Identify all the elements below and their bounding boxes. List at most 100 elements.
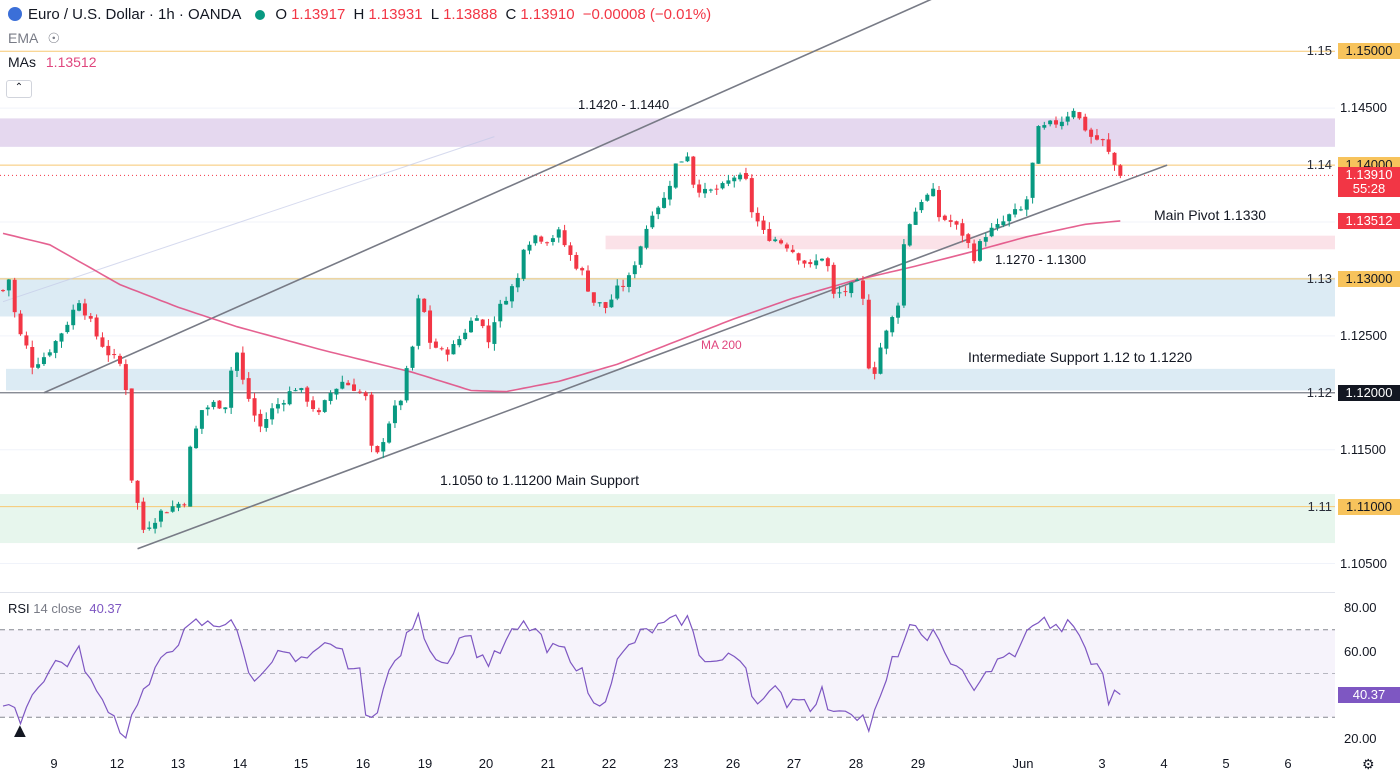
candle-body [860,280,865,299]
candle-body [199,410,204,429]
candle-body [515,277,520,288]
candle-body [749,178,754,213]
candle-body [650,215,655,228]
candle-body [205,407,210,410]
candle-body [217,400,222,409]
candle-body [328,392,333,401]
candle-body [738,174,743,180]
eye-hidden-icon[interactable]: ☉ [47,30,61,46]
candle-body [135,480,140,503]
candle-body [720,183,725,189]
candle-body [416,298,421,346]
rsi-legend[interactable]: RSI 14 close 40.37 [8,601,122,616]
rsi-line [2,611,1121,739]
candle-body [12,279,17,313]
ma-200: MA 200 [2,220,1121,393]
price-tick: 1.12500 [1340,327,1387,343]
candle-body [808,262,813,265]
candle-body [767,228,772,241]
level-lines [0,50,1335,508]
candle-body [492,322,497,344]
ema-legend[interactable]: EMA ☉ [8,30,61,46]
candle-body [445,349,450,355]
candle-body [41,357,46,365]
candle-body [141,501,146,530]
candles [1,108,1123,534]
candle-body [428,310,433,343]
candle-body [118,355,122,364]
candle-body [960,223,965,236]
collapse-legend-button[interactable]: ⌃ [6,80,32,98]
candle-body [1089,129,1094,137]
ma-price-tag: 1.13512 [1338,212,1400,229]
settings-icon[interactable]: ⚙ [1362,756,1375,772]
level-price-tag: 1.13000 [1338,270,1400,287]
candle-body [59,333,64,342]
candle-body [392,405,397,424]
last-price-tag: 1.13910 [1338,167,1400,184]
level-price-tag: 1.15000 [1338,43,1400,60]
candle-body [246,378,251,399]
candle-body [398,400,403,406]
candle-body [609,299,614,308]
candle-body [123,364,128,390]
candle-body [88,316,93,319]
candle-body [346,382,351,386]
level-price-tag: 1.11000 [1338,498,1400,515]
time-axis-tick: 9 [50,756,58,771]
time-axis-tick: 20 [478,756,494,771]
candle-body [878,347,883,374]
ma-200-label: MA 200 [701,338,742,352]
zone-label: Intermediate Support 1.12 to 1.1220 [968,349,1193,365]
candle-body [574,254,579,269]
time-axis-tick: 14 [232,756,248,771]
symbol-title[interactable]: Euro / U.S. Dollar · 1h · OANDA [28,6,242,23]
candle-body [632,265,637,275]
candle-body [603,302,608,308]
time-axis-tick: Jun [1012,756,1034,771]
candle-body [369,394,374,446]
candle-body [1007,214,1012,222]
candle-body [714,188,719,190]
level-short-label: 1.15 [1306,43,1332,59]
candle-body [837,292,842,294]
candle-body [281,403,286,405]
price-tick: 1.11500 [1340,441,1387,457]
level-short-label: 1.12 [1306,384,1332,400]
candle-body [194,428,199,449]
candle-body [30,347,35,368]
candle-body [931,188,936,197]
zone-rect [0,277,1335,317]
candle-body [6,279,11,291]
candle-body [691,156,696,185]
zone-label: 1.1050 to 1.11200 Main Support [440,472,640,488]
zone-rect [0,494,1335,544]
candle-body [258,413,263,427]
candle-body [937,190,941,218]
candle-body [591,292,596,303]
candle-body [855,279,860,281]
level-short-label: 1.11 [1307,498,1332,514]
candle-body [925,194,930,201]
mas-legend[interactable]: MAs 1.13512 [8,54,97,70]
candle-body [410,346,415,368]
flag-icon [8,7,22,21]
candle-body [1030,162,1035,198]
candle-body [1083,116,1088,131]
candle-body [527,244,532,251]
trendline [137,164,1168,550]
candle-body [275,404,280,409]
time-axis-tick: 19 [417,756,433,771]
candle-body [375,446,380,453]
candle-body [1071,110,1076,118]
candle-body [176,503,181,508]
pane-separator [0,592,1335,593]
candle-body [884,330,889,349]
candle-body [357,391,362,393]
candle-body [983,237,988,242]
candle-body [270,408,275,420]
candle-body [533,235,538,244]
time-axis-tick: 29 [910,756,926,771]
candle-body [252,398,257,416]
